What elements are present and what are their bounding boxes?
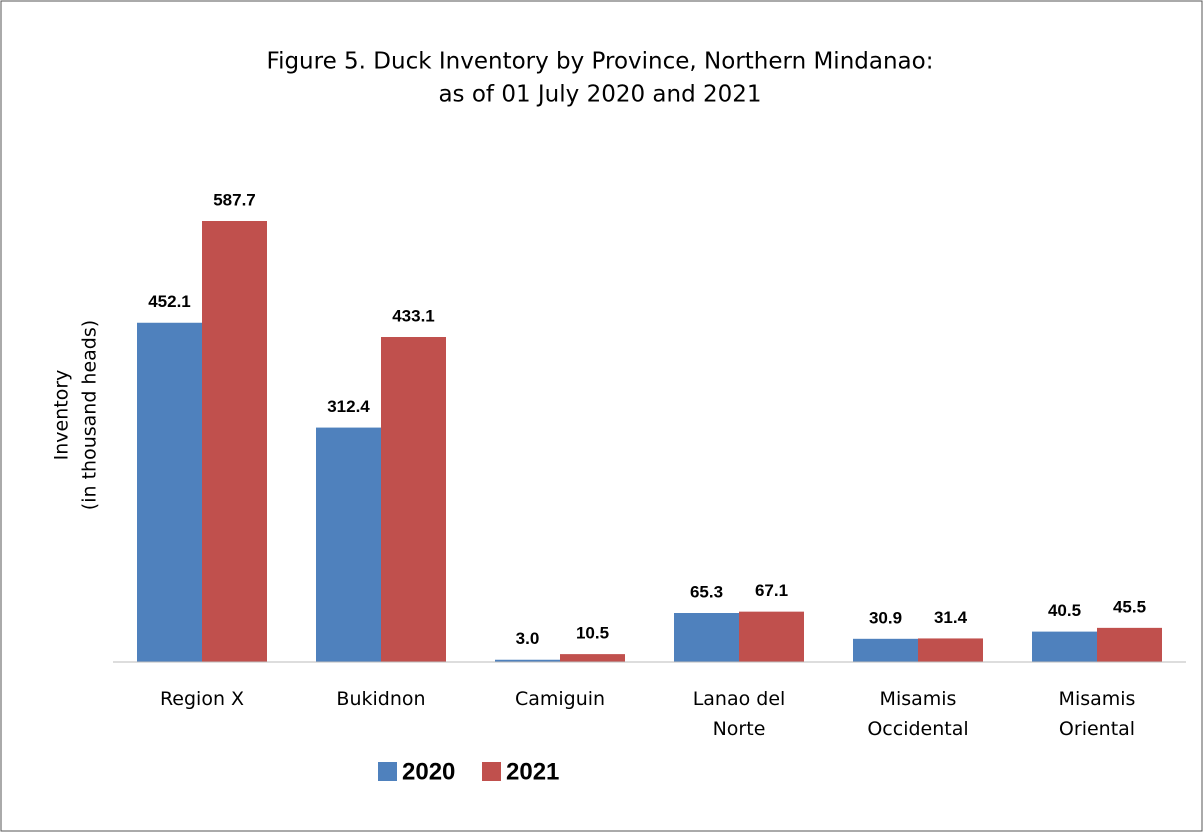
data-label: 433.1 [392,306,435,325]
chart-subtitle: as of 01 July 2020 and 2021 [438,82,761,108]
data-label: 67.1 [755,581,788,600]
x-tick-label: Camiguin [514,688,606,710]
chart-title: Figure 5. Duck Inventory by Province, No… [267,49,934,75]
bar [316,427,381,662]
legend-label: 2020 [402,758,455,785]
bar [202,221,267,662]
x-tick-label: Misamis Occidental [867,688,969,740]
legend-label: 2021 [506,758,559,785]
x-tick-label: Bukidnon [336,688,426,710]
data-label: 40.5 [1048,601,1081,620]
bar [739,611,804,662]
bar [137,322,202,662]
bar [381,337,446,662]
bar [560,654,625,662]
legend-swatch [482,762,501,781]
y-axis-label-line: Inventory [51,370,73,461]
x-tick-label: Lanao del Norte [692,688,786,740]
legend-swatch [378,762,397,781]
bar [1032,631,1097,662]
y-axis-label: Inventory (in thousand heads) [51,320,101,510]
data-label: 30.9 [869,608,902,627]
data-label: 3.0 [516,629,540,648]
y-axis-label-line: (in thousand heads) [79,320,101,510]
data-label: 452.1 [148,292,191,311]
data-label: 65.3 [690,582,723,601]
data-label: 10.5 [576,624,609,643]
bar [495,659,560,662]
data-label: 45.5 [1113,597,1146,616]
data-label: 587.7 [213,190,256,209]
data-label: 31.4 [934,608,968,627]
bar [853,638,918,662]
bar [674,613,739,662]
x-tick-label: Region X [159,688,245,710]
x-tick-label: Misamis Oriental [1058,688,1136,740]
bar [918,638,983,662]
data-label: 312.4 [327,397,370,416]
bar [1097,627,1162,662]
